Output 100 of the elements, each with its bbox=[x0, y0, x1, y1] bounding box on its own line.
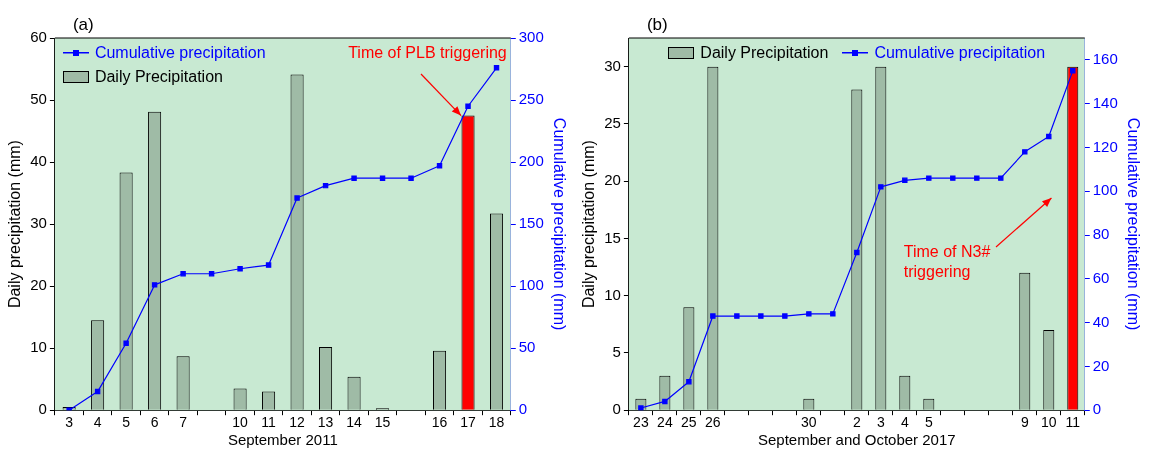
annotation: Time of PLB triggering bbox=[348, 44, 507, 62]
x-tick-label: 23 bbox=[633, 414, 649, 431]
y2-tick-label: 150 bbox=[518, 214, 544, 232]
point bbox=[351, 175, 357, 181]
point bbox=[926, 175, 932, 181]
y2-tick-label: 140 bbox=[1092, 93, 1118, 111]
x-tick-label: 6 bbox=[150, 414, 159, 431]
point bbox=[294, 195, 300, 201]
point bbox=[436, 163, 443, 169]
point bbox=[902, 177, 908, 184]
y-tick-label: 20 bbox=[604, 171, 621, 189]
point bbox=[151, 282, 158, 288]
text: (a) bbox=[72, 15, 94, 35]
point bbox=[758, 313, 764, 319]
x-tick-label: 24 bbox=[657, 414, 673, 431]
y2-axis-title: Cumulative precipitation (mm) bbox=[1124, 117, 1142, 331]
y2-axis-title: Cumulative precipitation (mm) bbox=[550, 117, 568, 331]
y-tick-label: 20 bbox=[30, 276, 47, 294]
x-tick-label: 13 bbox=[317, 414, 334, 431]
y2-tick-label: 20 bbox=[1092, 356, 1110, 374]
x-tick-label: 3 bbox=[876, 414, 885, 431]
annotation: Time of N3# triggering bbox=[903, 243, 991, 281]
x-tick-label: 12 bbox=[289, 414, 306, 431]
y2-tick-label: 0 bbox=[518, 400, 528, 418]
y2-tick-label: 300 bbox=[518, 28, 544, 46]
point bbox=[854, 249, 860, 256]
y2-tick-label: 50 bbox=[518, 338, 536, 356]
y-tick-label: 10 bbox=[30, 338, 47, 356]
point bbox=[950, 175, 956, 181]
point bbox=[734, 313, 740, 319]
y2-tick-label: 100 bbox=[1092, 181, 1118, 199]
legend-label: Cumulative precipitation bbox=[874, 44, 1046, 62]
point bbox=[123, 340, 129, 346]
y-tick-label: 60 bbox=[30, 28, 47, 46]
point bbox=[638, 405, 644, 411]
point bbox=[1022, 149, 1028, 155]
y-tick-label: 40 bbox=[30, 152, 47, 170]
legend-label: Cumulative precipitation bbox=[94, 44, 266, 62]
x-tick-label: 5 bbox=[122, 414, 131, 431]
y-axis-title: Daily precipitation (mm) bbox=[580, 140, 598, 309]
point bbox=[806, 311, 812, 317]
point bbox=[878, 184, 884, 190]
x-tick-label: 30 bbox=[801, 414, 817, 431]
x-tick-label: 25 bbox=[681, 414, 697, 431]
y2-tick-label: 60 bbox=[1092, 268, 1110, 286]
y2-tick-label: 0 bbox=[1092, 400, 1102, 418]
y-tick-label: 30 bbox=[604, 56, 621, 74]
point bbox=[379, 175, 386, 181]
point bbox=[662, 398, 668, 405]
y-tick-label: 0 bbox=[612, 400, 621, 418]
point bbox=[1046, 133, 1052, 140]
x-axis-title: September 2011 bbox=[227, 431, 338, 449]
y2-tick-label: 200 bbox=[518, 152, 544, 170]
x-tick-label: 11 bbox=[1065, 414, 1081, 431]
x-tick-label: 18 bbox=[488, 414, 505, 431]
x-tick-label: 2 bbox=[852, 414, 861, 431]
y-tick-label: 15 bbox=[604, 228, 621, 246]
y2-tick-label: 100 bbox=[518, 276, 544, 294]
point bbox=[180, 271, 186, 277]
x-tick-label: 17 bbox=[460, 414, 477, 431]
x-tick-label: 14 bbox=[346, 414, 363, 431]
x-axis-title: September and October 2017 bbox=[758, 431, 956, 449]
point bbox=[686, 379, 692, 385]
point bbox=[782, 313, 788, 319]
point bbox=[408, 175, 414, 181]
y-axis-title: Daily precipitation (mm) bbox=[6, 140, 24, 309]
y2-tick-label: 160 bbox=[1092, 50, 1118, 68]
y2-tick-label: 250 bbox=[518, 90, 544, 108]
x-tick-label: 4 bbox=[900, 414, 909, 431]
x-tick-label: 9 bbox=[1020, 414, 1029, 431]
point bbox=[998, 175, 1004, 181]
y-tick-label: 0 bbox=[38, 400, 47, 418]
x-tick-label: 10 bbox=[1040, 414, 1057, 431]
y2-tick-label: 80 bbox=[1092, 225, 1110, 243]
point bbox=[1070, 68, 1076, 74]
x-tick-label: 5 bbox=[924, 414, 933, 431]
point bbox=[710, 313, 716, 319]
x-tick-label: 10 bbox=[232, 414, 249, 431]
x-tick-label: 26 bbox=[705, 414, 721, 431]
x-tick-label: 15 bbox=[374, 414, 391, 431]
y-tick-label: 25 bbox=[604, 114, 621, 132]
legend-label: Daily Precipitation bbox=[94, 68, 223, 86]
legend-label: Daily Precipitation bbox=[700, 44, 829, 62]
x-tick-label: 11 bbox=[261, 414, 277, 431]
point bbox=[974, 175, 980, 181]
y-tick-label: 30 bbox=[30, 214, 47, 232]
point bbox=[237, 266, 243, 272]
point bbox=[265, 262, 272, 268]
text: (b) bbox=[646, 15, 668, 35]
y-tick-label: 5 bbox=[612, 343, 621, 361]
x-tick-label: 7 bbox=[179, 414, 188, 431]
x-tick-label: 3 bbox=[65, 414, 74, 431]
y-tick-label: 10 bbox=[604, 285, 621, 303]
point bbox=[830, 311, 836, 317]
point bbox=[465, 103, 471, 109]
x-tick-label: 4 bbox=[93, 414, 102, 431]
point bbox=[493, 65, 500, 71]
y-tick-label: 50 bbox=[30, 90, 47, 108]
y2-tick-label: 120 bbox=[1092, 137, 1118, 155]
y2-tick-label: 40 bbox=[1092, 312, 1110, 330]
